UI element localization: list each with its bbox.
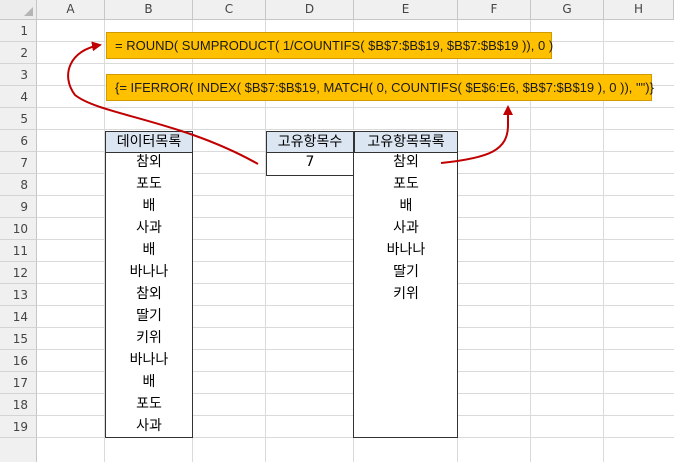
col-header-d[interactable]: D [266, 0, 354, 20]
row-header[interactable]: 10 [0, 218, 37, 240]
unique-list-cell[interactable]: 사과 [393, 220, 419, 236]
row-header[interactable]: 1 [0, 20, 37, 42]
data-list-cell[interactable]: 포도 [136, 396, 162, 412]
row-header[interactable]: 15 [0, 328, 37, 350]
select-all-corner[interactable] [0, 0, 37, 20]
data-list-cell[interactable]: 참외 [136, 286, 162, 302]
row-header[interactable]: 14 [0, 306, 37, 328]
row-header[interactable]: 6 [0, 130, 37, 152]
col-header-g[interactable]: G [531, 0, 604, 20]
row-header[interactable]: 4 [0, 86, 37, 108]
gridline [37, 107, 674, 108]
row-header-partial[interactable] [0, 438, 37, 462]
unique-list-cell[interactable]: 포도 [393, 176, 419, 192]
row-header[interactable]: 18 [0, 394, 37, 416]
row-header[interactable]: 13 [0, 284, 37, 306]
data-list-cell[interactable]: 바나나 [129, 264, 169, 280]
col-header-c[interactable]: C [193, 0, 266, 20]
row-header[interactable]: 17 [0, 372, 37, 394]
data-list-backing [105, 130, 193, 438]
data-list-cell[interactable]: 딸기 [136, 308, 162, 324]
row-header[interactable]: 19 [0, 416, 37, 438]
unique-count-header[interactable]: 고유항목수 [266, 131, 354, 153]
gridline [265, 20, 266, 462]
row-header[interactable]: 3 [0, 64, 37, 86]
row-header[interactable]: 8 [0, 174, 37, 196]
unique-list-cell[interactable]: 바나나 [386, 242, 426, 258]
data-list-cell[interactable]: 키위 [136, 330, 162, 346]
gridline [37, 63, 674, 64]
count-formula-box: = ROUND( SUMPRODUCT( 1/COUNTIFS( $B$7:$B… [106, 32, 553, 59]
unique-list-backing [354, 130, 458, 438]
row-header[interactable]: 5 [0, 108, 37, 130]
unique-list-cell[interactable]: 딸기 [393, 264, 419, 280]
gridline [603, 20, 604, 462]
row-header[interactable]: 11 [0, 240, 37, 262]
col-header-f[interactable]: F [458, 0, 531, 20]
data-list-cell[interactable]: 사과 [136, 418, 162, 434]
data-list-cell[interactable]: 사과 [136, 220, 162, 236]
data-list-cell[interactable]: 배 [142, 374, 156, 390]
row-header[interactable]: 12 [0, 262, 37, 284]
row-header[interactable]: 16 [0, 350, 37, 372]
data-list-cell[interactable]: 배 [142, 242, 156, 258]
row-header[interactable]: 7 [0, 152, 37, 174]
unique-list-cell[interactable]: 키위 [393, 286, 419, 302]
unique-list-header[interactable]: 고유항목목록 [354, 131, 458, 153]
select-all-icon [24, 7, 33, 16]
gridline [37, 129, 674, 130]
gridline [530, 20, 531, 462]
col-header-h[interactable]: H [604, 0, 674, 20]
unique-list-cell[interactable]: 참외 [393, 154, 419, 170]
col-header-e[interactable]: E [354, 0, 458, 20]
col-header-a[interactable]: A [37, 0, 105, 20]
data-list-cell[interactable]: 참외 [136, 154, 162, 170]
data-list-cell[interactable]: 바나나 [129, 352, 169, 368]
col-header-b[interactable]: B [105, 0, 193, 20]
data-list-header[interactable]: 데이터목록 [105, 131, 193, 153]
gridline [104, 20, 105, 462]
unique-list-cell[interactable]: 배 [399, 198, 413, 214]
unique-count-cell[interactable]: 7 [305, 154, 315, 170]
unique-formula-box: {= IFERROR( INDEX( $B$7:$B$19, MATCH( 0,… [106, 74, 654, 101]
row-header[interactable]: 9 [0, 196, 37, 218]
row-header[interactable]: 2 [0, 42, 37, 64]
data-list-cell[interactable]: 배 [142, 198, 156, 214]
unique-list-border [353, 152, 458, 438]
data-list-cell[interactable]: 포도 [136, 176, 162, 192]
